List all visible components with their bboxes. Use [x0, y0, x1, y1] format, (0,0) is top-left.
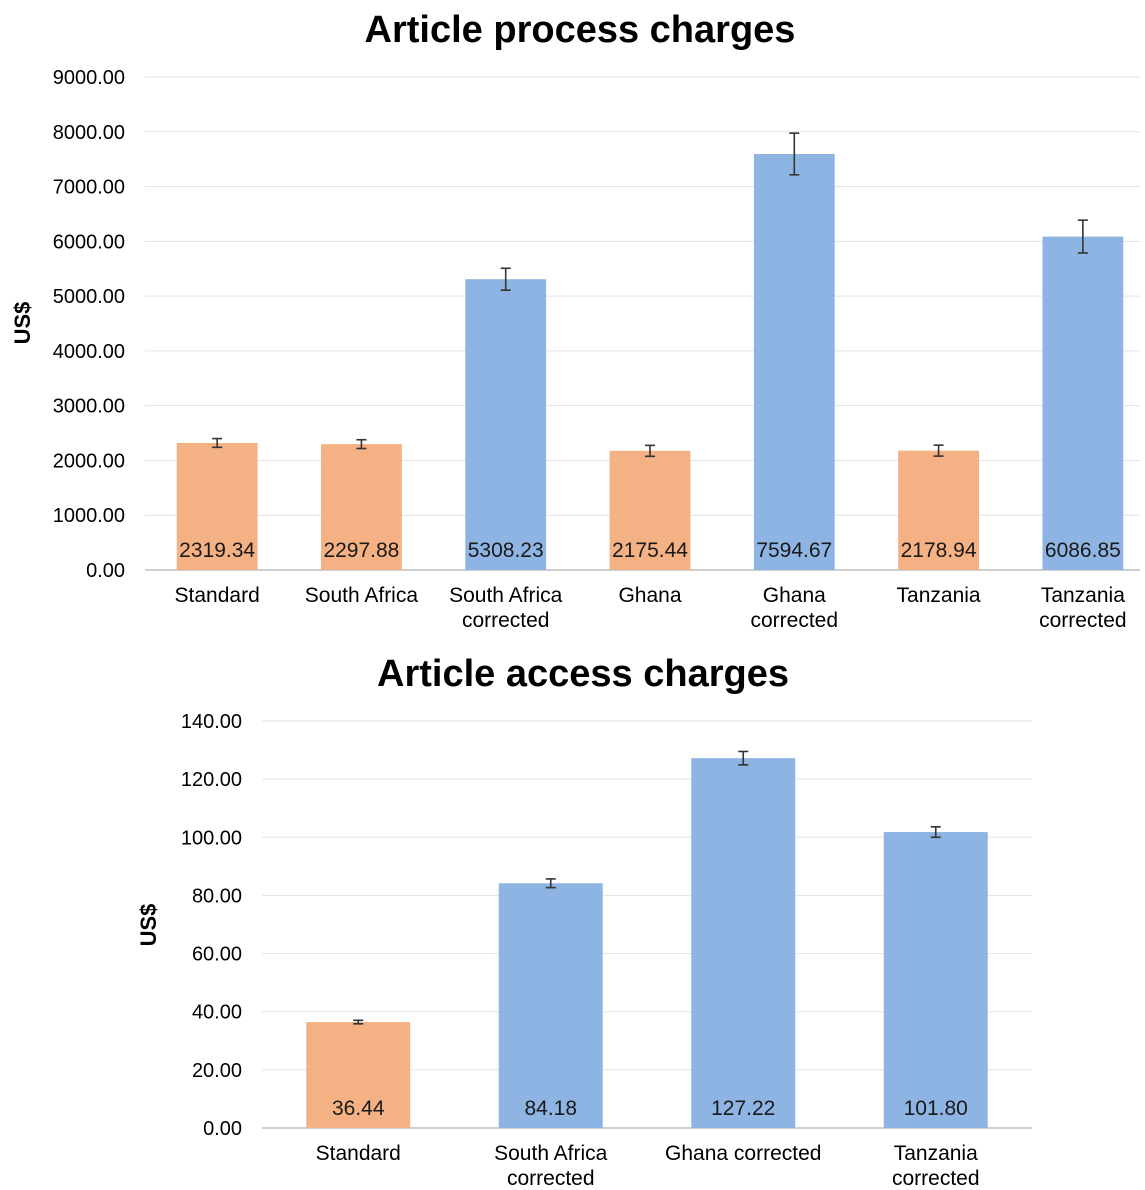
bar [898, 450, 979, 570]
y-tick-label: 6000.00 [53, 231, 125, 253]
bar [306, 1022, 411, 1128]
chart-title: Article access charges [377, 653, 789, 695]
bar [321, 444, 402, 570]
x-tick-label-line: South Africa [449, 584, 563, 607]
y-tick-label: 1000.00 [53, 505, 125, 527]
y-tick-label: 0.00 [203, 1118, 242, 1140]
y-tick-label: 5000.00 [53, 286, 125, 308]
data-label: 2319.34 [179, 539, 255, 562]
x-tick-label-line: Standard [316, 1142, 401, 1165]
x-tick-label-line: corrected [751, 609, 839, 632]
x-tick-label: Tanzania corrected [1039, 584, 1127, 632]
x-tick-label: South Africa corrected [494, 1142, 608, 1190]
x-tick-label: Tanzania corrected [892, 1142, 980, 1190]
data-label: 127.22 [711, 1097, 775, 1120]
article-process-charges-chart: Article process charges US$ 0.00 1000.00 2… [10, 9, 1140, 632]
data-label: 101.80 [904, 1097, 968, 1120]
x-tick-label: Standard [316, 1142, 401, 1165]
y-tick-label: 120.00 [181, 769, 242, 791]
y-axis-label: US$ [10, 302, 35, 345]
chart-title: Article process charges [365, 9, 796, 51]
x-tick-label: South Africa corrected [449, 584, 563, 632]
x-tick-label: Ghana corrected [751, 584, 839, 632]
y-tick-label: 8000.00 [53, 122, 125, 144]
x-tick-label: Tanzania [897, 584, 981, 607]
x-tick-label-line: Tanzania [897, 584, 981, 607]
x-tick-label-line: corrected [1039, 609, 1127, 632]
y-tick-label: 40.00 [192, 1002, 242, 1024]
data-label: 36.44 [332, 1097, 385, 1120]
x-tick-label: Ghana corrected [665, 1142, 821, 1165]
x-tick-label-line: Ghana corrected [665, 1142, 821, 1165]
data-label: 84.18 [524, 1097, 577, 1120]
x-tick-label-line: corrected [507, 1167, 595, 1190]
x-tick-label-line: South Africa [494, 1142, 608, 1165]
x-tick-label: Ghana [618, 584, 681, 607]
x-tick-label-line: Tanzania [1041, 584, 1125, 607]
bar [609, 450, 691, 570]
y-axis-label: US$ [136, 904, 161, 947]
y-tick-label: 60.00 [192, 944, 242, 966]
data-label: 7594.67 [756, 539, 832, 562]
bar [691, 758, 796, 1128]
bar [883, 832, 988, 1128]
bar [465, 279, 547, 570]
data-label: 2297.88 [323, 539, 399, 562]
y-tick-label: 9000.00 [53, 67, 125, 89]
bar [753, 153, 835, 571]
y-tick-label: 7000.00 [53, 177, 125, 199]
y-tick-label: 100.00 [181, 827, 242, 849]
data-label: 5308.23 [468, 539, 544, 562]
x-tick-label-line: Standard [175, 584, 260, 607]
y-tick-label: 20.00 [192, 1060, 242, 1082]
x-tick-label: Standard [175, 584, 260, 607]
y-tick-label: 0.00 [86, 560, 125, 582]
data-label: 2178.94 [901, 539, 977, 562]
x-tick-label-line: corrected [892, 1167, 980, 1190]
x-tick-label-line: corrected [462, 609, 550, 632]
bar [176, 442, 258, 570]
data-label: 6086.85 [1045, 539, 1121, 562]
data-label: 2175.44 [612, 539, 688, 562]
bar [1042, 236, 1124, 571]
x-tick-label-line: Ghana [763, 584, 826, 607]
article-access-charges-chart: Article access charges US$ 0.00 20.00 40.0… [136, 653, 1032, 1190]
y-tick-label: 3000.00 [53, 396, 125, 418]
x-tick-label: South Africa [305, 584, 419, 607]
y-tick-label: 4000.00 [53, 341, 125, 363]
y-tick-label: 2000.00 [53, 450, 125, 472]
x-tick-label-line: South Africa [305, 584, 419, 607]
y-tick-label: 140.00 [181, 711, 242, 733]
x-tick-label-line: Ghana [618, 584, 681, 607]
y-tick-label: 80.00 [192, 885, 242, 907]
x-tick-label-line: Tanzania [894, 1142, 978, 1165]
bar [498, 883, 603, 1128]
